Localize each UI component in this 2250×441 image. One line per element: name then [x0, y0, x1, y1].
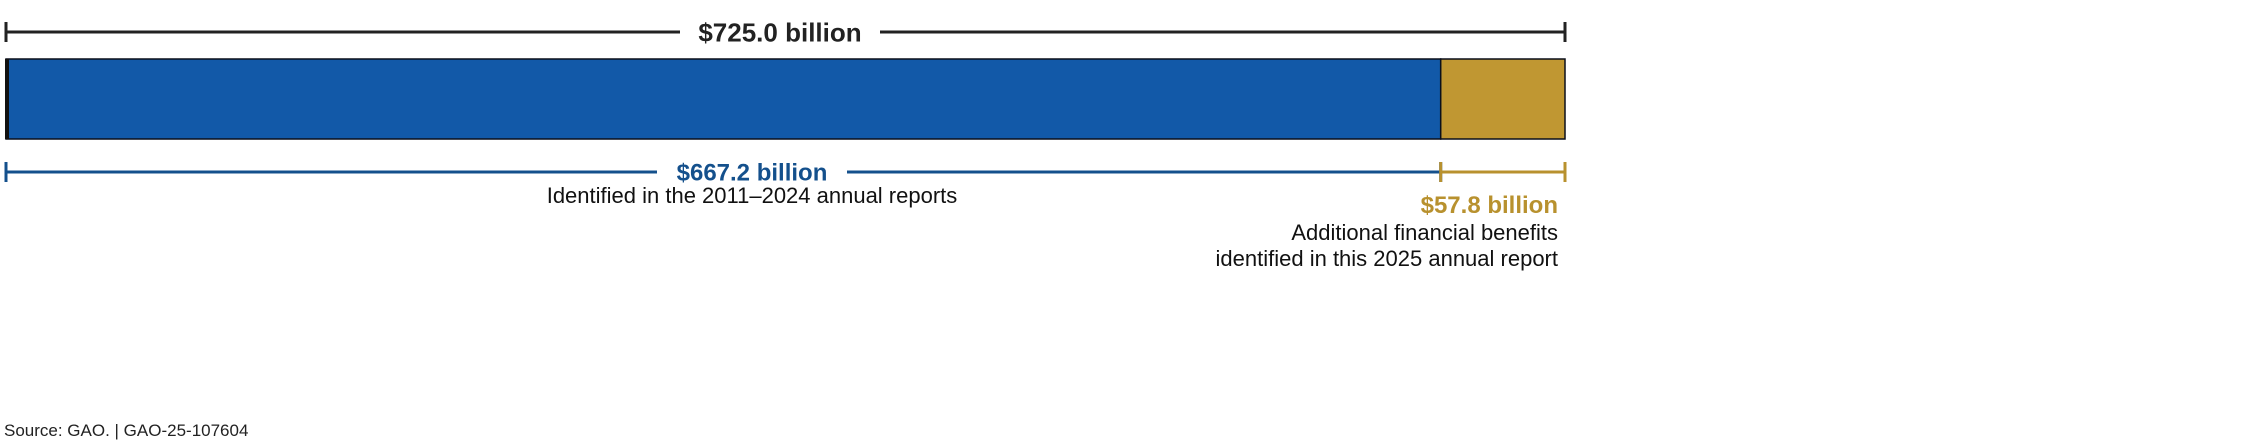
total-bracket-label: $725.0 billion [698, 17, 861, 47]
source-note: Source: GAO. | GAO-25-107604 [4, 421, 249, 440]
current-description: Additional financial benefits [1291, 220, 1558, 245]
current-description: identified in this 2025 annual report [1216, 246, 1558, 271]
prior-bracket-label: $667.2 billion [677, 160, 828, 187]
bar-segment-prior [5, 58, 1442, 140]
bar-left-edge [5, 59, 9, 139]
bar-segment-2025 [1439, 58, 1566, 140]
prior-description: Identified in the 2011–2024 annual repor… [547, 183, 958, 208]
current-label: $57.8 billion [1421, 192, 1558, 219]
